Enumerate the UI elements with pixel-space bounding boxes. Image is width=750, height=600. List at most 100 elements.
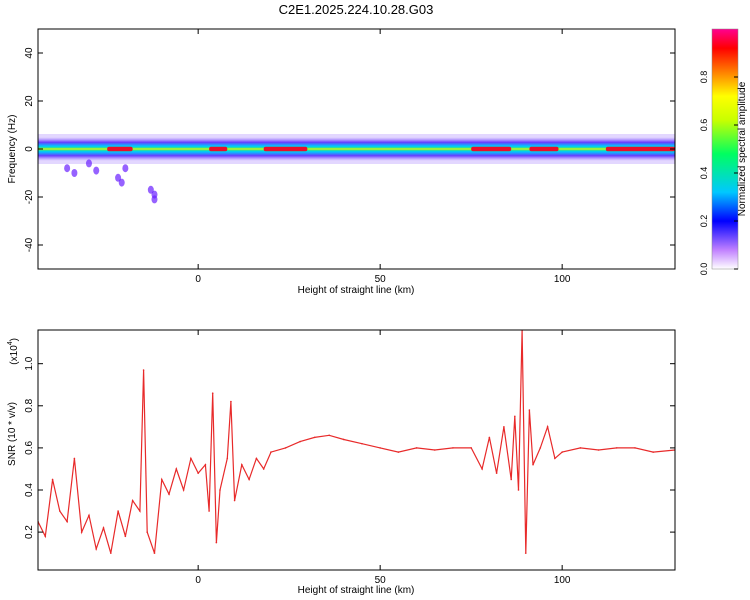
- snr-data-point: [433, 449, 436, 451]
- snr-data-point: [510, 478, 512, 481]
- y-tick-label: 0.6: [24, 441, 35, 455]
- snr-data-point: [241, 463, 243, 466]
- snr-data-point: [59, 510, 61, 512]
- snr-data-point: [204, 463, 207, 466]
- snr-data-point: [230, 400, 232, 403]
- spectral-hot-segment: [471, 146, 512, 152]
- snr-y-label: SNR (10 * v/v): [7, 402, 18, 466]
- colorbar-tick-label: 0.4: [699, 167, 709, 180]
- colorbar: 0.0 0.2 0.4 0.6 0.8 Normalized spectral ampl…: [699, 28, 748, 275]
- snr-data-point: [313, 436, 316, 439]
- snr-data-point: [219, 489, 221, 491]
- y-tick-label: 40: [24, 47, 35, 59]
- snr-data-point: [160, 478, 163, 481]
- snr-data-point: [80, 531, 83, 533]
- snr-data-point: [153, 552, 156, 554]
- snr-data-point: [514, 415, 516, 418]
- snr-data-point: [361, 442, 363, 445]
- x-tick-label: 50: [375, 274, 387, 285]
- snr-data-point: [299, 440, 301, 443]
- snr-data-point: [124, 535, 127, 538]
- snr-data-point: [226, 457, 229, 460]
- snr-data-point: [168, 493, 170, 496]
- snr-data-point: [208, 510, 210, 512]
- snr-data-point: [131, 499, 134, 502]
- snr-data-point: [110, 552, 112, 554]
- snr-data-point: [262, 468, 265, 470]
- spectrogram-axes: 0 50 100 -40 -20 0 20 40: [24, 29, 675, 285]
- snr-data-point: [452, 447, 454, 449]
- snr-data-point: [284, 447, 287, 449]
- snr-data-point: [44, 535, 47, 538]
- figure-title: C2E1.2025.224.10.28.G03: [279, 2, 434, 17]
- colorbar-tick-label: 0.2: [699, 215, 709, 228]
- spectral-hot-segment: [605, 146, 675, 152]
- x-tick-label: 100: [554, 575, 571, 586]
- snr-series-line: [38, 330, 675, 554]
- snr-plot-area: [38, 330, 675, 570]
- spectral-hot-segment: [107, 146, 133, 152]
- snr-data-point: [517, 489, 520, 491]
- snr-data-point: [532, 463, 534, 466]
- svg-text:(x104): (x104): [7, 338, 20, 365]
- snr-data-point: [634, 447, 636, 449]
- snr-data-point: [66, 520, 68, 523]
- y-tick-label: 1.0: [24, 356, 35, 370]
- spectrogram-heatmap: [38, 134, 675, 204]
- snr-data-point: [328, 434, 331, 437]
- x-tick-label: 0: [195, 274, 201, 285]
- snr-data-point: [139, 510, 141, 512]
- snr-data-point: [546, 426, 549, 428]
- snr-data-point: [470, 447, 472, 449]
- snr-data-point: [415, 447, 418, 449]
- snr-data-point: [495, 472, 498, 474]
- spectrogram-panel: 0 50 100 -40 -20 0 20 40 Height of straight lin…: [7, 28, 676, 296]
- spectral-scatter-blob: [85, 159, 92, 168]
- snr-axes: 0 50 100 0.2 0.4 0.6 0.8 1.0: [24, 330, 675, 586]
- snr-data-point: [146, 531, 148, 533]
- snr-data-point: [215, 541, 218, 544]
- snr-multiplier-base: (x10: [9, 345, 20, 365]
- snr-data-point: [270, 451, 272, 453]
- snr-data-point: [255, 457, 258, 460]
- x-tick-label: 50: [375, 575, 387, 586]
- spectral-scatter-blob: [93, 166, 100, 175]
- snr-data-point: [73, 457, 76, 460]
- spectrogram-x-label: Height of straight line (km): [298, 285, 415, 296]
- spectral-hot-segment: [263, 146, 308, 152]
- spectral-scatter-blob: [71, 169, 78, 177]
- snr-data-point: [233, 499, 236, 502]
- y-tick-label: 0.2: [24, 525, 35, 539]
- snr-multiplier-exp: 4: [7, 341, 14, 345]
- colorbar-label: Normalized spectral amplitude: [737, 81, 748, 216]
- snr-data-point: [561, 451, 563, 453]
- colorbar-gradient: [711, 28, 739, 270]
- snr-data-point: [182, 489, 185, 491]
- snr-data-point: [88, 514, 90, 517]
- snr-multiplier-close: ): [9, 338, 20, 341]
- x-tick-label: 0: [195, 575, 201, 586]
- spectral-scatter-blob: [118, 178, 125, 187]
- snr-data-point: [597, 449, 600, 451]
- snr-data-point: [342, 438, 345, 441]
- snr-data-point: [95, 548, 98, 550]
- snr-x-label: Height of straight line (km): [298, 585, 415, 596]
- snr-data-point: [554, 457, 556, 460]
- x-tick-label: 100: [554, 274, 571, 285]
- snr-data-point: [51, 478, 54, 481]
- snr-data-point: [652, 451, 654, 453]
- snr-data-point: [481, 468, 483, 470]
- y-tick-label: 0.4: [24, 483, 35, 497]
- spectral-band-core: [38, 147, 675, 151]
- snr-line-layer: [38, 330, 675, 554]
- y-tick-label: 0.8: [24, 398, 35, 412]
- snr-data-point: [528, 409, 531, 411]
- snr-multiplier: (x104): [7, 338, 20, 365]
- colorbar-ticks: 0.0 0.2 0.4 0.6 0.8: [699, 71, 738, 275]
- spectral-scatter-blob: [122, 164, 129, 173]
- snr-data-point: [190, 457, 192, 460]
- colorbar-tick-label: 0.8: [699, 71, 709, 84]
- snr-data-point: [579, 447, 582, 449]
- snr-data-point: [248, 478, 250, 481]
